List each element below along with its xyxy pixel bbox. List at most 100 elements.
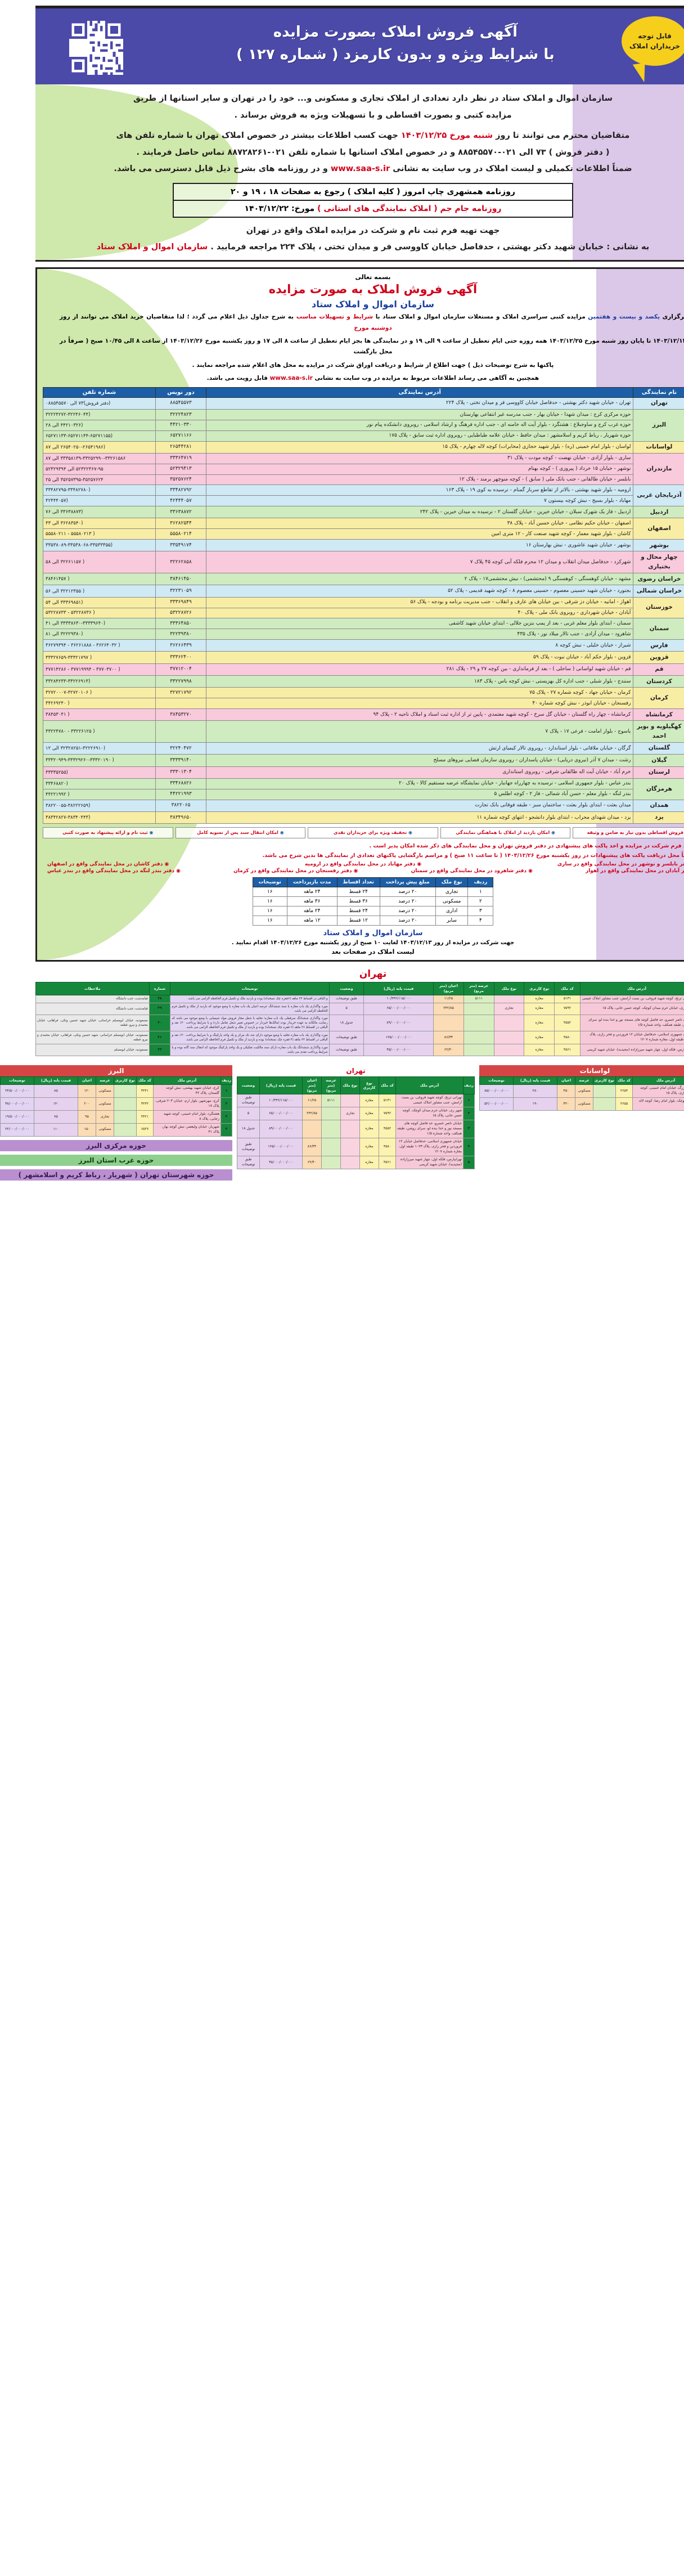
province-row[interactable]: حوزه شهریار ، رباط کریم و اسلامشهر : مید… xyxy=(12,430,672,441)
banner-title-line2: با شرایط ویژه و بدون کارمزد ( شماره ۱۲۷ … xyxy=(190,43,539,66)
province-row[interactable]: ۱۴ فارس شیراز - خیابان خلیلی - نبش کوچه ۸۳… xyxy=(12,640,672,652)
installment-cell: ۲۴ قسط xyxy=(306,887,349,897)
property-code: ۵۱۳۱ xyxy=(348,1094,365,1107)
province-row[interactable]: ۹ چهار محال و بختیاری شهرکرد - حدفاصل میدا… xyxy=(12,551,672,573)
property-aayan: ۱۱/۲۵ xyxy=(403,995,433,1003)
province-fax: ۳۲۲۴۰۴۷۲ xyxy=(125,742,176,754)
province-row[interactable]: ۱۰ خراسان رضوی مشهد - خیابان کوهسنگی - کوه… xyxy=(12,573,672,585)
province-row[interactable]: ۱۶ قم قم - خیابان شهید لواسانی ( ساحلی ) -… xyxy=(12,663,672,675)
property-row[interactable]: ۵ تهرانپارس، فلکه اول، چهار شهید میرزازاد… xyxy=(5,1044,680,1056)
province-row[interactable]: ۳ لواسانات لواسان - بلوار امام خمینی (ره) … xyxy=(12,441,672,453)
branch-item: ◉ دفتر رفسنجان در محل نمایندگی واقع در ک… xyxy=(202,868,327,874)
province-index: ۳ xyxy=(654,441,672,453)
province-fax xyxy=(125,698,176,709)
province-row[interactable]: ۱۹ کرمانشاه کرمانشاه - چهار راه گلستان - خ… xyxy=(12,709,672,721)
tehran-properties-block: تهران ردیف آدرس ملک کد ملک نوع کاربری نوع مل… xyxy=(4,966,680,1056)
province-row[interactable]: ۵ آذربایجان غربی ارومیه - بلوار شهید بهشتی… xyxy=(12,485,672,496)
intro-4-site[interactable]: www.saa-s.ir xyxy=(239,375,282,382)
province-row[interactable]: ۲۰ کهگیلویه و بویر احمد یاسوج - بلوار امام… xyxy=(12,721,672,743)
province-address: تهران - خیابان شهید دکتر بهشتی - حدفاصل … xyxy=(176,397,602,409)
province-fax: ۳۸۴۶۱۴۵۰ xyxy=(125,573,176,585)
province-row[interactable]: ۲۲ گیلان رشت - میدان ۷ آذر (نیروی دریایی) … xyxy=(12,755,672,766)
province-row[interactable]: ۱۱ خراسان شمالی بجنورد - خیابان شهید حسینی… xyxy=(12,585,672,597)
installments-header-row: ردیف نوع ملک مبلغ پیش پرداخت تعداد اقساط مدت… xyxy=(222,878,462,887)
property-row[interactable]: ۲ لواسان کوچک، بلوار امام رضا، کوچه لاله … xyxy=(449,1098,680,1111)
lavasanat-header-row: ردیف آدرس ملک کد ملک نوع کاربری عرصه اعیان قیم… xyxy=(449,1077,680,1085)
property-no: ۲۲ xyxy=(118,1044,140,1056)
province-row[interactable]: ۲۶ یزد یزد - میدان شهدای محراب - ابتدای بل… xyxy=(12,811,672,823)
province-address: اصفهان - خیابان حکیم نظامی - خیابان حسین… xyxy=(176,518,602,529)
province-address: اردبیل - فاز یک شهرک سبلان - خیابان خیری… xyxy=(176,506,602,518)
inst-col-header-1: نوع ملک xyxy=(404,878,437,887)
province-name: لواسانات xyxy=(602,441,654,453)
property-row[interactable]: ۱ کرج، خیابان شهید بهشتی، نبش کوچه گلستان… xyxy=(0,1085,201,1098)
property-row[interactable]: ۳ خیابان ناصر خسرو، حد فاصل کوچه های مسجد… xyxy=(206,1120,444,1138)
tip-text: ثبت نام و ارائه پیشنهاد به صورت کتبی xyxy=(32,830,117,835)
property-row[interactable]: ۴ خیابان جمهوری اسلامی، حدفاصل خیابان ۱۲ … xyxy=(206,1138,444,1156)
property-aayan: ۸۵ xyxy=(3,1085,47,1098)
property-row[interactable]: ۳ خیابان ناصر خسرو، حد فاصل کوچه های مسجد… xyxy=(5,1015,680,1031)
property-aayan: ۶۲/۴۰ xyxy=(272,1156,291,1169)
property-row[interactable]: ۱ تهرانی ترنج، کوچه شهید فروغی، بن بست آر… xyxy=(5,995,680,1003)
province-row[interactable]: کاشان - بلوار شهید معمار - کوچه شهید صنع… xyxy=(12,529,672,540)
website-link[interactable]: www.saa-s.ir xyxy=(300,164,359,173)
property-row[interactable]: ۱ لواسان بزرگ، خیابان امام خمینی، کوچه شه… xyxy=(449,1085,680,1098)
property-use xyxy=(310,1156,329,1169)
property-row[interactable]: ۵ تهرانپارس، فلکه اول، چهار شهید میرزازاد… xyxy=(206,1156,444,1169)
province-row[interactable]: شاهرود - میدان آزادی - جنب تالار میلاد ن… xyxy=(12,629,672,640)
province-row[interactable]: بندر لنگه - بلوار معلم - حسن آباد شمالی … xyxy=(12,789,672,800)
province-row[interactable]: ۸ بوشهر بوشهر - خیابان شهید عاشوری - نبش ب… xyxy=(12,540,672,551)
province-row[interactable]: ۴ مازندران ساری - بلوار آزادی - خیابان نهض… xyxy=(12,453,672,464)
qr-code-icon[interactable] xyxy=(38,21,92,75)
property-use: تجاری xyxy=(65,1111,83,1124)
province-row[interactable]: حوزه غرب کرج و ساوجبلاغ : هشتگرد - بلوار… xyxy=(12,420,672,430)
province-row[interactable]: ۱۲ خوزستان اهواز - امانیه - خیابان دز شرقی… xyxy=(12,597,672,608)
province-row[interactable]: ۲۴ هرمزگان بندر عباس - بلوار جمهوری اسلامی… xyxy=(12,778,672,789)
property-row[interactable]: ۱ تهرانی ترنج، کوچه شهید فروغی، بن بست آر… xyxy=(206,1094,444,1107)
property-row[interactable]: ۲ کرج، مهرشهر، بلوار ارم، خیابان ۲۰۳ شرقی… xyxy=(0,1098,201,1111)
province-row[interactable]: آبادان - خیابان شهرداری - روبروی بانک مل… xyxy=(12,608,672,618)
province-row[interactable]: ۱ تهران تهران - خیابان شهید دکتر بهشتی - ح… xyxy=(12,397,672,409)
province-row[interactable]: مهاباد - بلوار بسیج - نبش کوچه بیستون ۷۴… xyxy=(12,496,672,506)
property-arseh: ۱۵۰ xyxy=(47,1123,65,1136)
property-code: ۷۵۹۲ xyxy=(524,1003,550,1015)
property-address: تهرانپارس، فلکه اول، چهار شهید میرزازاده… xyxy=(549,1044,663,1056)
newspaper-box: روزنامه همشهری چاپ امروز ( کلیه املاک ) … xyxy=(142,183,542,218)
tehran-extra-thead: ردیف آدرس ملک کد ملک نوع کاربری نوع ملک عرصه … xyxy=(206,1077,444,1094)
province-address: کرمان - خیابان جهاد - کوچه شماره ۲۷ - پل… xyxy=(176,688,602,698)
province-row[interactable]: رفسنجان - خیابان ابوذر - نبش کوچه شماره … xyxy=(12,698,672,709)
property-row[interactable]: ۳ هشتگرد، بلوار امام خمینی، کوچه شهید رجا… xyxy=(0,1111,201,1124)
province-row[interactable]: ۱۸ کرمان کرمان - خیابان جهاد - کوچه شماره … xyxy=(12,688,672,698)
province-row[interactable]: ۲۵ همدان میدان بعثت - ابتدای بلوار بعثت - … xyxy=(12,800,672,811)
installments-thead: ردیف نوع ملک مبلغ پیش پرداخت تعداد اقساط مدت… xyxy=(222,878,462,887)
province-row[interactable]: بابلسر - خیابان طالقانی - جنب بانک ملی (… xyxy=(12,474,672,485)
property-row[interactable]: ۴ خیابان جمهوری اسلامی، حدفاصل خیابان ۱۲ … xyxy=(5,1031,680,1044)
province-row[interactable]: ۲۳ لرستان خرم آباد - خیابان آیت اله طالقان… xyxy=(12,766,672,778)
province-row[interactable]: ۷ اصفهان اصفهان - خیابان حکیم نظامی - خیاب… xyxy=(12,518,672,529)
province-row[interactable]: ۱۷ کردستان سنندج - بلوار شبلی - جنب اداره … xyxy=(12,676,672,688)
installment-cell: ۳۶ قسط xyxy=(306,897,349,906)
province-phone: ( ۳۲۲۱۲۳۵۵ الی ۵۶ xyxy=(12,585,125,597)
prop-col-header-6: قیمت پایه (ریال) xyxy=(483,1077,526,1085)
province-row[interactable]: ۶ اردبیل اردبیل - فاز یک شهرک سبلان - خیاب… xyxy=(12,506,672,518)
province-row[interactable]: ۲ البرز حوزه مرکزی کرج : میدان شهدا - خیاب… xyxy=(12,410,672,420)
province-row[interactable]: ۱۳ سمنان سمنان - ابتدای بلوار معلم غربی - … xyxy=(12,618,672,629)
property-row[interactable]: ۴ شهریار، خیابان ولیعصر، نبش کوچه بهار، پ… xyxy=(0,1123,201,1136)
province-phone: ( ۵۵۵۸۰۲۱۳ - ۵۵۵۸۰۲۱۱ xyxy=(12,529,125,540)
province-row[interactable]: نوشهر - خیابان ۱۵ خرداد ( پیروزی ) - کوچ… xyxy=(12,464,672,474)
province-row[interactable]: ۲۱ گلستان گرگان - خیابان ملاقاتی - بلوار ا… xyxy=(12,742,672,754)
province-index: ۲۰ xyxy=(654,721,672,743)
province-address: بندر لنگه - بلوار معلم - حسن آباد شمالی … xyxy=(176,789,602,800)
tip-bullet-icon: ◉ xyxy=(117,830,123,835)
province-phone: (۳۶۲۸۳۵۴۰ الی ۴۳ xyxy=(12,518,125,529)
property-row[interactable]: ۲ شهر ری، خیابان حرم میدان کوچک، کوچه حسن… xyxy=(206,1107,444,1120)
address-line-1: جهت تهیه فرم ثبت نام و شرکت در مزایده ام… xyxy=(12,223,672,239)
property-arseh: ۵۱۱۱ xyxy=(433,995,463,1003)
prop-col-header-4: عرصه xyxy=(65,1077,83,1085)
province-phone: ( ۳۶۲۶۴۰۳۲ - ۳۶۲۶۱۸۸۸ - ۳۶۲۷۹۳۹۴ xyxy=(12,640,125,652)
tip-bullet-icon: ◉ xyxy=(519,830,524,835)
province-index: ۲۴ xyxy=(654,778,672,800)
property-row[interactable]: ۲ شهر ری، خیابان حرم میدان کوچک، کوچه حسن… xyxy=(5,1003,680,1015)
province-name: کهگیلویه و بویر احمد xyxy=(602,721,654,743)
province-row[interactable]: ۱۵ قزوین قزوین - بلوار حکم آباد - خیابان ن… xyxy=(12,652,672,663)
